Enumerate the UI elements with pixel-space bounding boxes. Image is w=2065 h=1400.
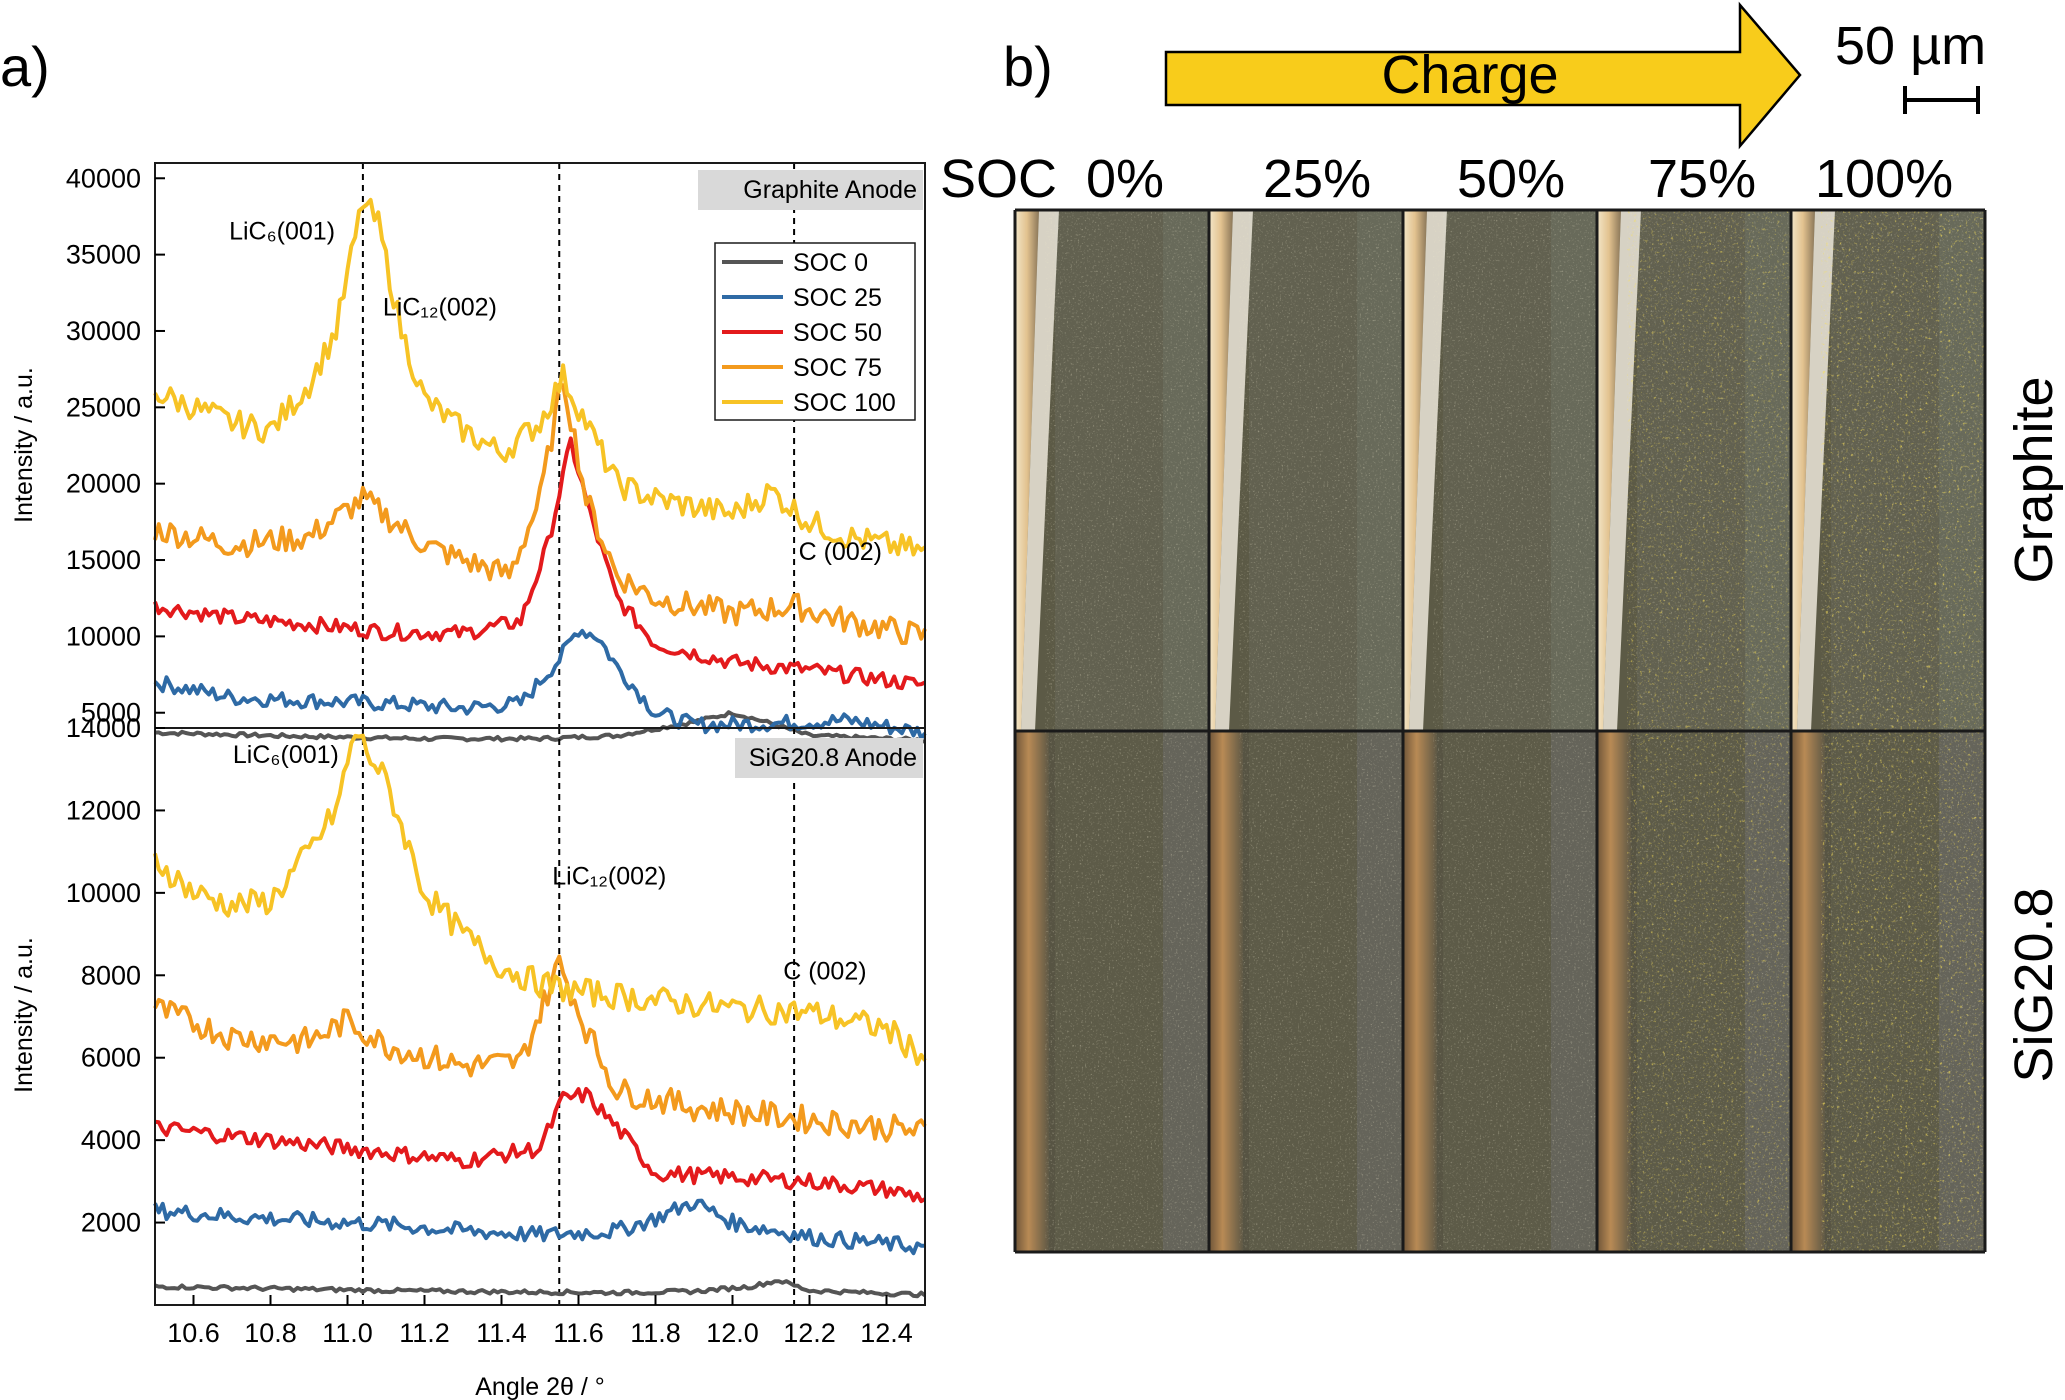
panel-a-label: a)	[0, 35, 50, 98]
y-tick-label: 2000	[81, 1208, 141, 1238]
x-tick-label: 11.2	[399, 1318, 450, 1348]
plot-title-graphite: Graphite Anode	[743, 176, 917, 204]
y-tick-label: 10000	[66, 878, 141, 908]
y-tick-label: 5000	[81, 698, 141, 728]
col-label-0: 0%	[1086, 149, 1164, 209]
series-line	[154, 710, 925, 744]
micrograph-cell	[1403, 731, 1597, 1252]
x-tick-label: 12.0	[706, 1318, 759, 1348]
y-tick-label: 6000	[81, 1043, 141, 1073]
micrograph-cell	[1791, 731, 1985, 1252]
micrograph-cell	[1015, 210, 1209, 731]
col-label-100: 100%	[1815, 149, 1953, 209]
legend: SOC 0 SOC 25 SOC 50 SOC 75 SOC 100	[714, 242, 916, 421]
y-tick-label: 35000	[66, 240, 141, 270]
scale-bar-label: 50 µm	[1835, 16, 1986, 76]
charge-arrow: Charge	[1164, 1, 1802, 150]
series-line	[153, 733, 927, 1066]
y-axis-title-top: Intensity / a.u.	[10, 367, 38, 523]
y-axis-title-bottom: Intensity / a.u.	[10, 937, 38, 1093]
series-line	[153, 628, 927, 741]
micrograph-cell	[1791, 210, 1985, 731]
x-tick-label: 12.4	[860, 1318, 913, 1348]
legend-label: SOC 25	[793, 284, 882, 312]
plot-title-sig: SiG20.8 Anode	[749, 744, 917, 772]
xrd-plot-graphite: 500010000150002000025000300003500040000 …	[66, 162, 927, 744]
peak-annotation: LiC₆(001)	[229, 217, 335, 245]
micrograph-cell	[1209, 210, 1403, 731]
col-label-50: 50%	[1457, 149, 1565, 209]
series-line	[153, 436, 926, 691]
x-tick-label: 12.2	[783, 1318, 836, 1348]
micrograph-grid	[1013, 208, 1987, 1254]
title-box	[698, 170, 923, 210]
series-line	[153, 954, 927, 1143]
row-label-sig: SiG20.8	[2004, 887, 2064, 1082]
panel-b-label: b)	[1003, 35, 1053, 98]
legend-label: SOC 100	[793, 389, 896, 417]
title-box	[735, 738, 923, 778]
y-tick-label: 40000	[66, 163, 141, 193]
x-tick-label: 11.6	[553, 1318, 604, 1348]
scale-bar	[1903, 86, 1980, 114]
legend-label: SOC 75	[793, 354, 882, 382]
y-tick-label: 12000	[66, 795, 141, 825]
row-label-graphite: Graphite	[2004, 376, 2064, 583]
series-line	[153, 197, 927, 557]
micrograph-cell	[1403, 210, 1597, 731]
col-label-25: 25%	[1263, 149, 1371, 209]
x-tick-label: 10.8	[244, 1318, 297, 1348]
x-tick-label: 11.8	[630, 1318, 681, 1348]
peak-annotation: LiC₆(001)	[233, 741, 339, 769]
x-tick-label: 11.0	[322, 1318, 373, 1348]
x-axis-title: Angle 2θ / °	[475, 1373, 605, 1400]
micrograph-cell	[1209, 731, 1403, 1252]
micrograph-cell	[1597, 731, 1791, 1252]
col-label-75: 75%	[1648, 149, 1756, 209]
y-tick-label: 8000	[81, 960, 141, 990]
plot-frame	[154, 727, 926, 1306]
charge-label: Charge	[1381, 45, 1558, 105]
micrograph-cell	[1597, 210, 1791, 731]
peak-annotation: C (002)	[783, 957, 866, 985]
y-tick-label: 15000	[66, 545, 141, 575]
legend-label: SOC 0	[793, 249, 868, 277]
series-line	[154, 1086, 926, 1204]
peak-annotation: LiC₁₂(002)	[552, 863, 666, 891]
y-tick-label: 14000	[66, 713, 141, 743]
y-tick-label: 10000	[66, 621, 141, 651]
y-tick-label: 20000	[66, 469, 141, 499]
x-tick-label: 10.6	[167, 1318, 220, 1348]
y-tick-label: 4000	[81, 1125, 141, 1155]
series-line	[153, 1198, 925, 1256]
peak-annotation: C (002)	[799, 538, 882, 566]
y-tick-label: 25000	[66, 392, 141, 422]
peak-annotation: LiC₁₂(002)	[383, 294, 497, 322]
xrd-plot-sig: 2000 4000 6000 8000 10000 12000 14000 10.6 10.8…	[66, 713, 927, 1400]
y-tick-label: 30000	[66, 316, 141, 346]
charge-arrow-shape	[1164, 1, 1802, 150]
series-line	[154, 1279, 927, 1299]
legend-label: SOC 50	[793, 319, 882, 347]
soc-prefix: SOC	[940, 149, 1057, 209]
series-line	[153, 382, 927, 645]
micrograph-cell	[1015, 731, 1209, 1252]
x-tick-label: 11.4	[476, 1318, 527, 1348]
